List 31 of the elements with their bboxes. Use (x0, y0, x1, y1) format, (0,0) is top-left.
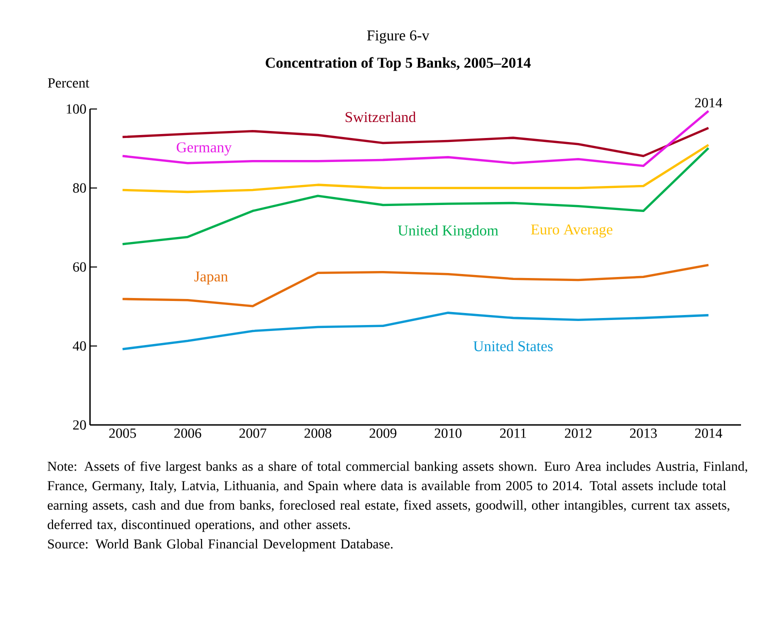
line-series (121, 110, 710, 168)
line-series (121, 126, 710, 158)
series-label: United States (473, 340, 553, 352)
y-tick-label: 60 (73, 262, 86, 272)
annotation: 2014 (695, 98, 722, 108)
x-tick-label: 2012 (564, 428, 592, 438)
text: Euro Average (531, 224, 612, 238)
x-tick-label: 2010 (434, 428, 462, 438)
y-axis-title: Percent (48, 78, 90, 88)
text: Note: Assets of five largest banks as a share of total commercial banking assets shown. Euro Area includes Austria, Finland, France, Germany, Italy, Latvia, Lithuania, and Spain where data is available from 2005 to 2014. Total assets include total earning assets, cash and due from banks, foreclosed real estate, fixed assets, goodwill, other intangibles, current tax assets, deferred tax, discontinued operations, and other assets. (48, 461, 748, 532)
chart-title: Figure 6-v (367, 30, 430, 44)
line-series (121, 264, 710, 308)
series-label: Switzerland (346, 112, 416, 122)
series-label: United Kingdom (398, 225, 498, 239)
x-tick-label: 2013 (630, 428, 657, 438)
x-tick-label: 2014 (695, 428, 722, 438)
x-tick-label: 2008 (304, 428, 332, 438)
source-note: Source: World Bank Global Financial Development Database. (48, 539, 393, 552)
series-label: Japan (194, 272, 228, 285)
x-tick-label: 2009 (370, 428, 396, 438)
x-tick-label: 2011 (500, 428, 526, 438)
x-tick-label: 2007 (239, 428, 266, 438)
series-label: Germany (176, 142, 232, 156)
x-tick-label: 2005 (109, 428, 136, 438)
line-series (121, 312, 710, 350)
y-tick-label: 80 (73, 183, 86, 193)
y-tick-label: 20 (73, 420, 86, 430)
x-tick-label: 2006 (174, 428, 202, 438)
y-tick-label: 100 (66, 104, 86, 114)
chart-subtitle: Concentration of Top 5 Banks, 2005–2014 (266, 57, 531, 71)
y-tick-label: 40 (72, 341, 86, 351)
